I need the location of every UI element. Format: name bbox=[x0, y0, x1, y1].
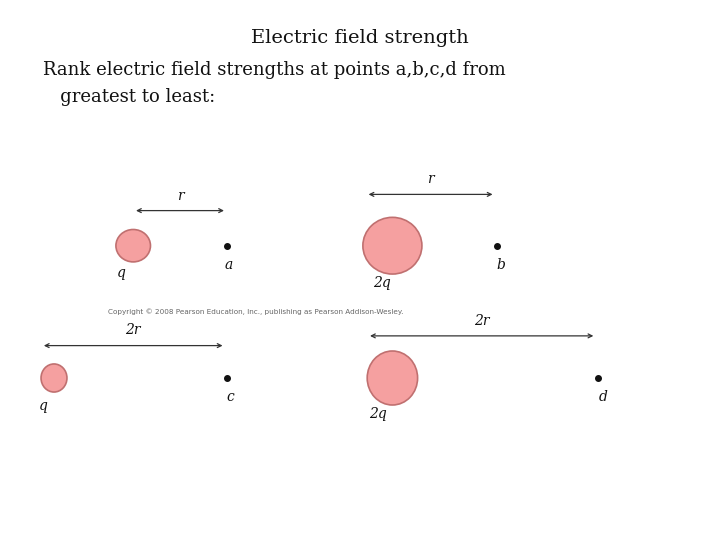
Text: r: r bbox=[176, 188, 184, 202]
Text: r: r bbox=[427, 172, 434, 186]
Text: c: c bbox=[227, 390, 234, 404]
Text: greatest to least:: greatest to least: bbox=[43, 88, 215, 106]
Text: Electric field strength: Electric field strength bbox=[251, 29, 469, 47]
Text: 2r: 2r bbox=[125, 323, 141, 338]
Text: b: b bbox=[497, 258, 505, 272]
Text: a: a bbox=[225, 258, 233, 272]
Ellipse shape bbox=[116, 230, 150, 262]
Text: d: d bbox=[599, 390, 608, 404]
Text: Copyright © 2008 Pearson Education, Inc., publishing as Pearson Addison-Wesley.: Copyright © 2008 Pearson Education, Inc.… bbox=[108, 309, 403, 315]
Text: 2q: 2q bbox=[373, 276, 390, 290]
Text: Rank electric field strengths at points a,b,c,d from: Rank electric field strengths at points … bbox=[43, 61, 506, 79]
Ellipse shape bbox=[367, 351, 418, 405]
Ellipse shape bbox=[363, 217, 422, 274]
Text: q: q bbox=[39, 399, 48, 413]
Text: 2r: 2r bbox=[474, 314, 490, 328]
Text: q: q bbox=[117, 266, 125, 280]
Ellipse shape bbox=[41, 364, 67, 392]
Text: 2q: 2q bbox=[369, 407, 387, 421]
